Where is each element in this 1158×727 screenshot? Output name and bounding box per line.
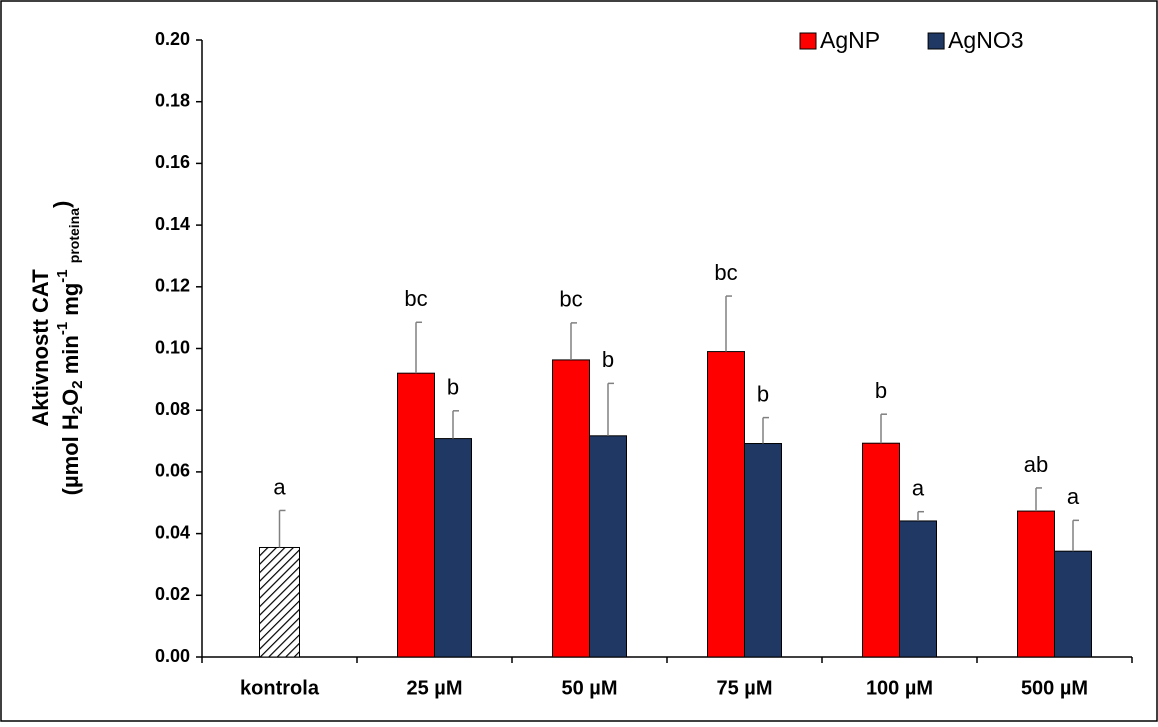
significance-letter: a	[912, 476, 925, 501]
bar	[552, 359, 590, 658]
bar	[259, 546, 300, 658]
y-axis-title-part: 2	[69, 406, 86, 414]
x-tick-label: 50 µM	[562, 677, 618, 699]
legend-swatch	[799, 32, 817, 50]
y-tick-label: 0.06	[155, 461, 190, 481]
y-axis-title-part: (µmol H	[58, 414, 83, 495]
y-axis-title-line: Aktivnostt CAT	[28, 269, 53, 427]
bar	[434, 438, 472, 658]
y-axis-title-part: -1	[54, 322, 71, 335]
legend-label: AgNO3	[948, 27, 1023, 53]
bar	[397, 372, 435, 658]
significance-letter: b	[447, 375, 459, 400]
x-tick-label: 25 µM	[407, 677, 463, 699]
significance-letter: a	[273, 474, 286, 499]
y-tick-label: 0.08	[155, 399, 190, 419]
bar	[899, 520, 937, 658]
legend-swatch	[927, 32, 945, 50]
bar	[862, 442, 900, 658]
significance-letter: bc	[404, 286, 427, 311]
significance-letter: ab	[1024, 452, 1048, 477]
x-tick-label: kontrola	[240, 677, 320, 699]
y-axis-title-part: O	[58, 389, 83, 406]
bar	[707, 351, 745, 658]
y-axis-title-part: proteina	[66, 208, 82, 263]
x-tick-label: 500 µM	[1021, 677, 1088, 699]
y-axis-title-part: )	[49, 201, 74, 208]
y-tick-label: 0.12	[155, 276, 190, 296]
y-axis-title-part: mg	[58, 283, 83, 322]
bar	[1017, 510, 1055, 658]
y-axis-title-line: (µmol H2O2 min-1 mg-1 proteina)	[49, 201, 86, 496]
x-tick-label: 75 µM	[717, 677, 773, 699]
y-axis-title-part: min	[58, 335, 83, 380]
legend-label: AgNP	[820, 27, 880, 53]
y-tick-label: 0.10	[155, 337, 190, 357]
significance-letter: b	[875, 378, 887, 403]
y-tick-label: 0.02	[155, 584, 190, 604]
y-tick-label: 0.20	[155, 29, 190, 49]
x-tick-label: 100 µM	[866, 677, 933, 699]
y-tick-label: 0.14	[155, 214, 190, 234]
y-tick-label: 0.04	[155, 522, 190, 542]
significance-letter: bc	[714, 260, 737, 285]
y-tick-label: 0.00	[155, 646, 190, 666]
bar	[589, 435, 627, 658]
y-axis-title-part: -1	[54, 269, 71, 282]
y-axis-title: Aktivnostt CAT (µmol H2O2 min-1 mg-1 pro…	[28, 201, 86, 496]
significance-letter: b	[602, 347, 614, 372]
significance-letter: b	[757, 381, 769, 406]
y-tick-label: 0.18	[155, 90, 190, 110]
significance-letter: a	[1067, 484, 1080, 509]
y-tick-label: 0.16	[155, 152, 190, 172]
significance-letter: bc	[559, 287, 582, 312]
bar	[744, 443, 782, 658]
bar	[1054, 550, 1092, 658]
y-axis-title-part: 2	[69, 380, 86, 388]
